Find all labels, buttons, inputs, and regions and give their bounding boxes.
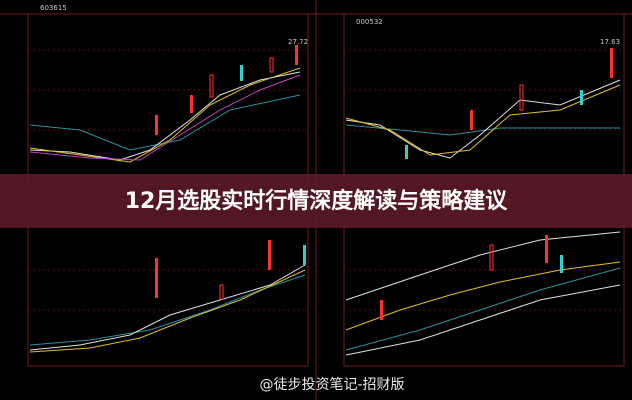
candle	[155, 258, 158, 298]
candle	[470, 110, 473, 130]
ma-line	[29, 269, 306, 353]
ma-line	[29, 71, 301, 161]
candle	[303, 245, 306, 265]
candle	[190, 95, 193, 113]
stock-code: 603615	[40, 4, 67, 12]
high-price: 17.63	[600, 38, 620, 46]
candle	[155, 115, 158, 135]
candle	[380, 300, 383, 320]
ma-line	[345, 267, 621, 351]
candle	[580, 90, 583, 105]
ma-line	[29, 264, 306, 351]
candle	[295, 45, 298, 65]
candle	[268, 240, 271, 270]
candle	[545, 235, 548, 263]
candle	[219, 284, 224, 300]
candle	[560, 255, 563, 273]
candle	[489, 244, 494, 271]
ma-line	[29, 94, 301, 151]
ma-line	[345, 284, 621, 356]
ma-line	[29, 74, 301, 161]
ma-line	[345, 124, 620, 136]
candle	[519, 84, 524, 111]
ma-line	[345, 84, 621, 156]
candle	[405, 145, 408, 159]
watermark: @徒步投资笔记-招财版	[259, 377, 404, 393]
ma-line	[345, 261, 621, 331]
candle	[209, 74, 214, 98]
banner	[0, 174, 632, 228]
ma-line	[345, 231, 621, 301]
candles	[155, 45, 613, 320]
ma-line	[29, 67, 301, 163]
stock-code: 000532	[356, 18, 383, 26]
ma-lines	[29, 67, 621, 356]
candle	[610, 48, 613, 78]
banner-title: 12月选股实时行情深度解读与策略建议	[125, 188, 509, 214]
candle	[240, 65, 243, 81]
candle	[269, 57, 274, 73]
high-price: 27.72	[288, 38, 308, 46]
